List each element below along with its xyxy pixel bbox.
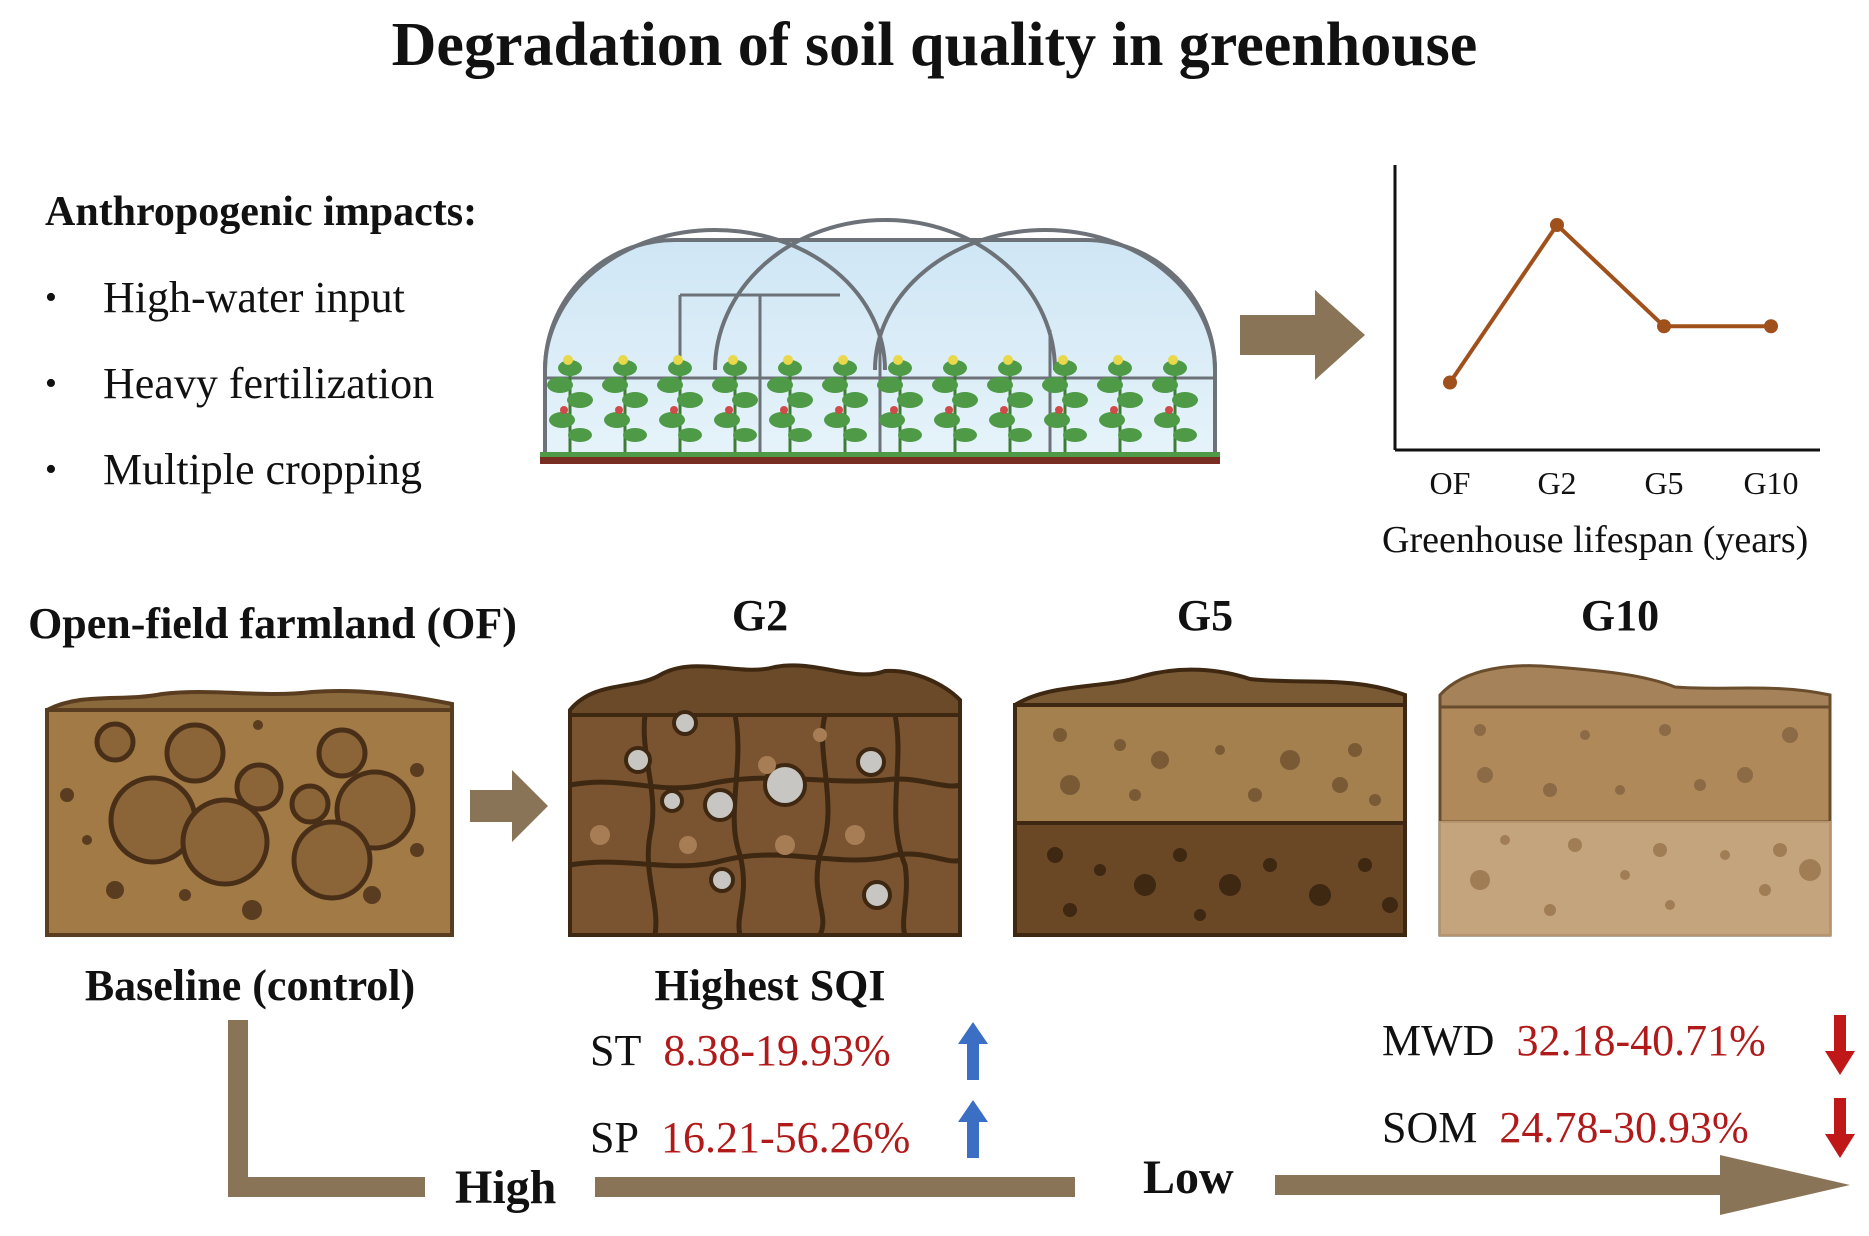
stat-row-sp: SP 16.21-56.26% <box>590 1112 910 1163</box>
flow-label-high: High <box>455 1161 557 1214</box>
data-point-of <box>1443 375 1457 390</box>
flow-arrowhead-icon <box>1720 1155 1850 1215</box>
x-tick-label: OF <box>1429 465 1471 501</box>
sqi-line-chart <box>1393 165 1820 452</box>
stat-row-som: SOM 24.78-30.93% <box>1382 1102 1749 1153</box>
flow-start-elbow <box>228 1020 425 1197</box>
data-point-g2 <box>1550 218 1564 232</box>
metric-label: MWD <box>1382 1016 1495 1065</box>
impact-label: High-water input <box>103 273 405 322</box>
soil-block-g5 <box>1013 667 1407 937</box>
up-arrow-icon <box>958 1022 988 1080</box>
stage-label-g5: G5 <box>1176 591 1234 640</box>
soil-block-of <box>45 688 454 937</box>
metric-value: 24.78-30.93% <box>1499 1103 1749 1152</box>
diagram-title: Degradation of soil quality in greenhous… <box>391 11 1478 79</box>
greenhouse-illustration <box>540 218 1220 464</box>
x-tick-label: G10 <box>1743 465 1799 501</box>
down-arrow-icon <box>1825 1015 1855 1075</box>
x-tick-label: G5 <box>1644 465 1684 501</box>
flow-segment <box>595 1177 1075 1197</box>
to-chart-arrow-icon <box>1240 290 1365 380</box>
impact-label: Multiple cropping <box>103 445 422 494</box>
soil-block-g10 <box>1438 664 1832 937</box>
stage-arrow-icon <box>470 770 548 842</box>
stat-row-mwd: MWD 32.18-40.71% <box>1382 1015 1766 1066</box>
impact-label: Heavy fertilization <box>103 359 435 408</box>
impact-item: • High-water input <box>45 272 405 323</box>
bullet-icon: • <box>45 278 57 316</box>
series-line <box>1448 221 1771 384</box>
x-tick-label: G2 <box>1537 465 1577 501</box>
bullet-icon: • <box>45 364 57 402</box>
impact-item: • Heavy fertilization <box>45 358 434 409</box>
plant-rows <box>547 353 1200 458</box>
data-point-g10 <box>1764 319 1778 334</box>
impact-item: • Multiple cropping <box>45 444 422 495</box>
stage-label-g2: G2 <box>731 591 789 640</box>
x-axis-label: Greenhouse lifespan (years) <box>1382 519 1809 561</box>
metric-value: 32.18-40.71% <box>1516 1016 1766 1065</box>
data-point-g5 <box>1657 319 1671 334</box>
caption-highest-sqi: Highest SQI <box>654 961 886 1010</box>
bullet-icon: • <box>45 450 57 488</box>
up-arrow-icon <box>958 1100 988 1158</box>
flow-label-low: Low <box>1143 1151 1234 1204</box>
metric-label: SOM <box>1382 1103 1478 1152</box>
impacts-heading: Anthropogenic impacts: <box>45 189 478 235</box>
down-arrow-icon <box>1825 1098 1855 1158</box>
metric-label: SP <box>590 1113 639 1162</box>
metric-value: 16.21-56.26% <box>660 1113 911 1162</box>
flow-segment <box>1275 1175 1735 1195</box>
caption-baseline: Baseline (control) <box>84 961 416 1010</box>
stage-label-of: Open-field farmland (OF) <box>28 599 517 648</box>
metric-label: ST <box>590 1026 642 1075</box>
soil-block-g2 <box>568 663 962 937</box>
metric-value: 8.38-19.93% <box>663 1026 891 1075</box>
stat-row-st: ST 8.38-19.93% <box>590 1025 891 1076</box>
sqi-flow-arrow <box>228 1020 1850 1215</box>
stage-label-g10: G10 <box>1580 591 1660 640</box>
